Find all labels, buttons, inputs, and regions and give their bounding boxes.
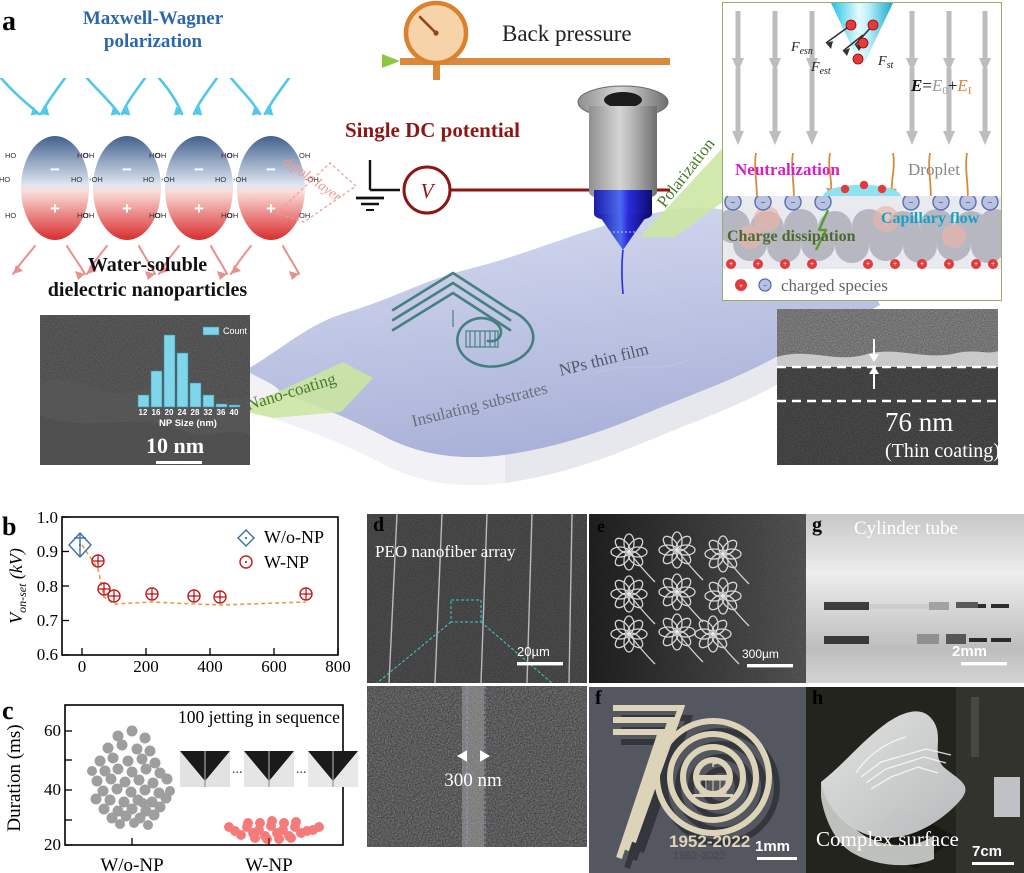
svg-text:+: + xyxy=(756,261,760,268)
svg-text:0.9: 0.9 xyxy=(37,542,58,561)
svg-text:−: − xyxy=(731,198,736,207)
svg-text:+: + xyxy=(50,199,60,218)
svg-text:-OH: -OH xyxy=(161,175,175,184)
svg-text:100 jetting in sequence: 100 jetting in sequence xyxy=(178,707,340,727)
svg-text:−: − xyxy=(761,198,766,207)
svg-text:charged species: charged species xyxy=(781,276,888,295)
svg-text:Fesn: Fesn xyxy=(790,40,813,57)
svg-text:24: 24 xyxy=(178,408,187,417)
svg-text:Back pressure: Back pressure xyxy=(502,21,632,46)
svg-text:+: + xyxy=(947,261,951,268)
svg-text:...: ... xyxy=(296,762,307,777)
svg-text:+: + xyxy=(739,283,743,290)
svg-text:HO: HO xyxy=(5,211,16,220)
svg-text:+: + xyxy=(920,261,924,268)
svg-text:Droplet: Droplet xyxy=(908,160,960,179)
svg-text:0.8: 0.8 xyxy=(37,577,58,596)
svg-text:40: 40 xyxy=(44,780,61,799)
svg-text:...: ... xyxy=(232,762,243,777)
svg-text:HO: HO xyxy=(221,211,232,220)
svg-text:40: 40 xyxy=(230,408,239,417)
svg-text:300µm: 300µm xyxy=(742,647,779,661)
svg-text:E=E0+EI: E=E0+EI xyxy=(910,76,972,97)
svg-text:NP Size (nm): NP Size (nm) xyxy=(159,418,217,429)
svg-text:+: + xyxy=(810,261,814,268)
svg-text:HO: HO xyxy=(149,211,160,220)
svg-text:Von-set (kV): Von-set (kV) xyxy=(6,548,29,624)
svg-text:HO: HO xyxy=(221,151,232,160)
svg-text:20: 20 xyxy=(165,408,174,417)
svg-text:−: − xyxy=(939,198,944,207)
svg-text:600: 600 xyxy=(261,657,287,676)
svg-text:Fst: Fst xyxy=(877,54,893,71)
svg-text:1952-2022: 1952-2022 xyxy=(669,832,750,851)
svg-text:HO: HO xyxy=(77,151,88,160)
svg-text:Fest: Fest xyxy=(810,60,831,77)
svg-text:1952-2022: 1952-2022 xyxy=(673,850,726,862)
svg-text:-OH: -OH xyxy=(89,175,103,184)
svg-text:60: 60 xyxy=(44,721,61,740)
svg-text:HO: HO xyxy=(149,151,160,160)
svg-text:−: − xyxy=(988,198,993,207)
svg-text:Duration (ms): Duration (ms) xyxy=(4,724,25,831)
svg-text:200: 200 xyxy=(133,657,159,676)
svg-text:36: 36 xyxy=(217,408,226,417)
svg-text:W/o-NP: W/o-NP xyxy=(264,527,324,547)
svg-text:32: 32 xyxy=(204,408,213,417)
svg-text:400: 400 xyxy=(197,657,223,676)
svg-text:−: − xyxy=(194,160,204,179)
svg-text:+: + xyxy=(893,261,897,268)
svg-text:28: 28 xyxy=(191,408,200,417)
svg-text:+: + xyxy=(974,261,978,268)
svg-text:−: − xyxy=(821,198,826,207)
svg-text:-OH: -OH xyxy=(233,175,247,184)
svg-text:−: − xyxy=(909,198,914,207)
svg-text:20µm: 20µm xyxy=(517,644,550,659)
svg-text:HO: HO xyxy=(5,151,16,160)
svg-text:HO: HO xyxy=(0,175,10,184)
svg-text:0: 0 xyxy=(78,657,87,676)
svg-text:HO: HO xyxy=(71,175,82,184)
svg-text:+: + xyxy=(866,261,870,268)
svg-text:HO: HO xyxy=(215,175,226,184)
svg-text:Count: Count xyxy=(223,326,248,336)
svg-text:(Thin coating): (Thin coating) xyxy=(885,440,998,462)
svg-text:+: + xyxy=(194,199,204,218)
svg-text:1mm: 1mm xyxy=(755,838,790,855)
svg-text:V: V xyxy=(421,179,436,203)
svg-text:−: − xyxy=(122,160,132,179)
svg-text:W/o-NP: W/o-NP xyxy=(100,855,163,873)
svg-text:0.6: 0.6 xyxy=(37,645,58,664)
svg-text:800: 800 xyxy=(325,657,351,676)
svg-text:+: + xyxy=(122,199,132,218)
svg-text:−: − xyxy=(966,198,971,207)
svg-text:+: + xyxy=(991,261,995,268)
svg-text:2mm: 2mm xyxy=(952,643,987,660)
svg-text:HO: HO xyxy=(143,175,154,184)
svg-text:0.7: 0.7 xyxy=(37,611,59,630)
svg-text:−: − xyxy=(791,198,796,207)
svg-text:+: + xyxy=(729,261,733,268)
svg-text:+: + xyxy=(783,261,787,268)
svg-text:1.0: 1.0 xyxy=(37,508,58,527)
svg-text:HO: HO xyxy=(77,211,88,220)
svg-text:16: 16 xyxy=(152,408,161,417)
svg-text:76 nm: 76 nm xyxy=(885,407,953,437)
svg-text:300 nm: 300 nm xyxy=(444,770,502,791)
svg-text:20: 20 xyxy=(44,835,61,854)
svg-text:12: 12 xyxy=(139,408,148,417)
svg-text:−: − xyxy=(763,283,767,290)
svg-text:−: − xyxy=(50,160,60,179)
svg-text:Neutralization: Neutralization xyxy=(735,160,840,179)
svg-text:W-NP: W-NP xyxy=(264,552,309,572)
svg-text:W-NP: W-NP xyxy=(245,855,293,873)
